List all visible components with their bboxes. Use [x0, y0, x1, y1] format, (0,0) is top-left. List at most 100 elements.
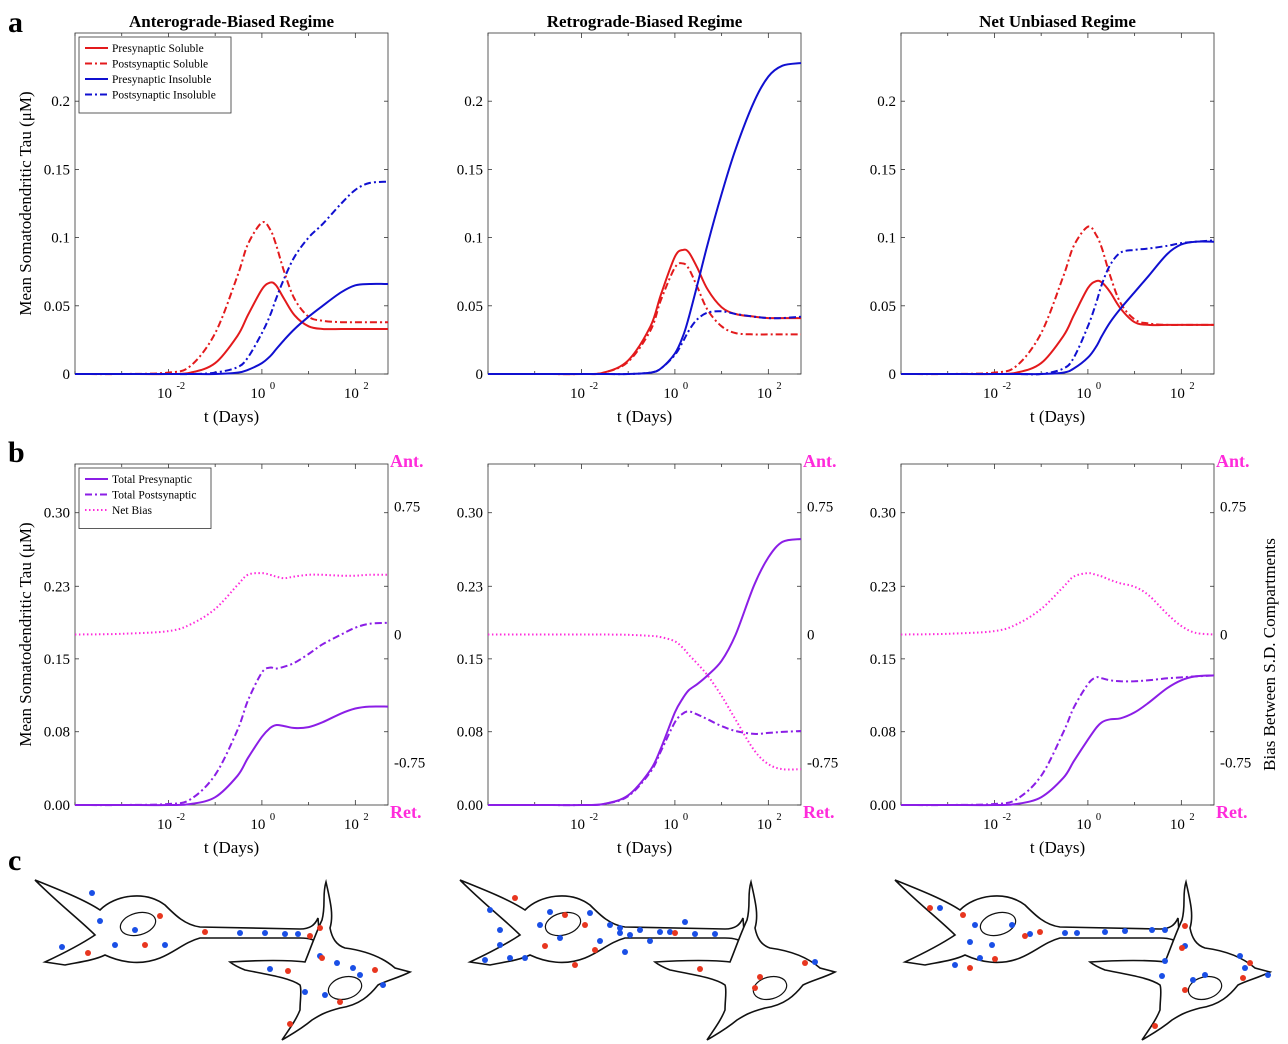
- legend-label: Postsynaptic Insoluble: [112, 90, 216, 102]
- nucleus-upper: [979, 911, 1017, 937]
- x-tick-label: 10: [983, 386, 998, 402]
- tau-dot-blue: [1062, 930, 1068, 936]
- series-line-2: [74, 221, 388, 376]
- x-tick-exponent: 0: [270, 812, 275, 823]
- tau-dot-blue: [627, 932, 633, 938]
- y-tick-label: 0.2: [877, 94, 896, 110]
- tau-dot-blue: [617, 930, 623, 936]
- neuron-pair-unbiased: [894, 878, 1273, 1041]
- x-tick-exponent: 0: [1096, 381, 1101, 392]
- tau-dot-blue: [1102, 929, 1108, 935]
- series-line-2: [488, 710, 802, 807]
- y-tick-label: 0.15: [457, 652, 483, 668]
- tau-dot-blue: [132, 927, 138, 933]
- nucleus-lower: [327, 975, 363, 1001]
- tau-dot-blue: [547, 909, 553, 915]
- x-tick-exponent: 2: [776, 812, 781, 823]
- y2-tick-label: -0.75: [807, 755, 838, 771]
- tau-dot-blue: [1242, 965, 1248, 971]
- tau-dot-blue: [597, 938, 603, 944]
- tau-dot-blue: [1027, 931, 1033, 937]
- x-axis-label: t (Days): [204, 838, 259, 857]
- y-tick-label: 0.15: [870, 162, 896, 178]
- legend-label: Net Bias: [112, 505, 152, 517]
- y-tick-label: 0.2: [464, 94, 483, 110]
- tau-dot-blue: [112, 942, 118, 948]
- x-axis-label: t (Days): [204, 407, 259, 426]
- neuron-pair-anterograde: [34, 878, 413, 1041]
- tau-dot-blue: [607, 922, 613, 928]
- y-tick-label: 0.00: [870, 798, 896, 814]
- tau-dot-blue: [1237, 953, 1243, 959]
- y2-tick-label: 0: [1220, 628, 1228, 644]
- series-line-3: [487, 62, 802, 376]
- series-line-2: [74, 621, 389, 807]
- y-tick-label: 0.15: [44, 652, 70, 668]
- tau-dot-red: [1182, 923, 1188, 929]
- x-tick-label: 10: [663, 386, 678, 402]
- x-tick-label: 10: [757, 817, 772, 833]
- series-line-4: [487, 310, 802, 376]
- tau-dot-red: [672, 930, 678, 936]
- y-tick-label: 0.2: [51, 94, 70, 110]
- neuron-schematics: [34, 878, 1273, 1041]
- y-axis-label: Mean Somatodendritic Tau (μM): [16, 91, 35, 315]
- y2-tick-label: 0.75: [1220, 500, 1246, 516]
- chart-a-2: Retrograde-Biased Regime 0 0.05 0.1 0.15 0.2 1…: [457, 12, 802, 426]
- x-tick-label: 10: [157, 817, 172, 833]
- tau-dot-blue: [350, 965, 356, 971]
- tau-dot-red: [592, 947, 598, 953]
- tau-dot-blue: [267, 966, 273, 972]
- y-tick-label: 0.23: [870, 579, 896, 595]
- tau-dot-red: [562, 912, 568, 918]
- tau-dot-blue: [692, 931, 698, 937]
- y-tick-label: 0: [476, 367, 484, 383]
- tau-dot-blue: [334, 960, 340, 966]
- legend-label: Total Postsynaptic: [112, 490, 196, 502]
- x-tick-label: 10: [250, 386, 265, 402]
- neuron-lower-outline: [652, 878, 838, 1041]
- x-tick-exponent: 2: [776, 381, 781, 392]
- x-tick-label: 10: [1170, 817, 1185, 833]
- x-tick-exponent: 2: [1189, 812, 1194, 823]
- x-tick-exponent: -2: [589, 812, 598, 823]
- tau-dot-red: [1022, 933, 1028, 939]
- ant-label: Ant.: [1216, 451, 1250, 471]
- legend-box: [78, 467, 212, 529]
- x-tick-exponent: -2: [1002, 812, 1011, 823]
- tau-dot-blue: [262, 930, 268, 936]
- tau-dot-red: [319, 955, 325, 961]
- series-line-1: [488, 538, 802, 807]
- tau-dot-blue: [1265, 972, 1271, 978]
- tau-dot-red: [752, 985, 758, 991]
- series-line-3: [74, 572, 389, 636]
- tau-dot-red: [512, 895, 518, 901]
- neuron-upper-outline: [34, 879, 321, 966]
- tau-dot-blue: [1149, 927, 1155, 933]
- tau-dot-red: [1179, 945, 1185, 951]
- tau-dot-red: [542, 943, 548, 949]
- x-tick-label: 10: [1170, 386, 1185, 402]
- panel-letter-c: c: [8, 844, 21, 877]
- y2-tick-label: -0.75: [1220, 755, 1251, 771]
- tau-dot-blue: [667, 929, 673, 935]
- tau-dot-red: [927, 905, 933, 911]
- tau-dot-blue: [537, 922, 543, 928]
- y2-tick-label: 0.75: [394, 500, 420, 516]
- tau-dot-blue: [712, 931, 718, 937]
- tau-dot-blue: [497, 927, 503, 933]
- tau-dot-blue: [1122, 928, 1128, 934]
- y-tick-label: 0.00: [44, 798, 70, 814]
- tau-dot-blue: [937, 905, 943, 911]
- y-tick-label: 0: [889, 367, 897, 383]
- panel-letter-b: b: [8, 436, 25, 469]
- tau-dot-blue: [237, 930, 243, 936]
- tau-dot-blue: [1162, 927, 1168, 933]
- tau-dot-blue: [322, 992, 328, 998]
- x-axis-label: t (Days): [1030, 838, 1085, 857]
- tau-dot-blue: [989, 942, 995, 948]
- tau-dot-blue: [487, 907, 493, 913]
- x-tick-label: 10: [344, 817, 359, 833]
- y2-axis-label: Bias Between S.D. Compartments: [1260, 538, 1279, 771]
